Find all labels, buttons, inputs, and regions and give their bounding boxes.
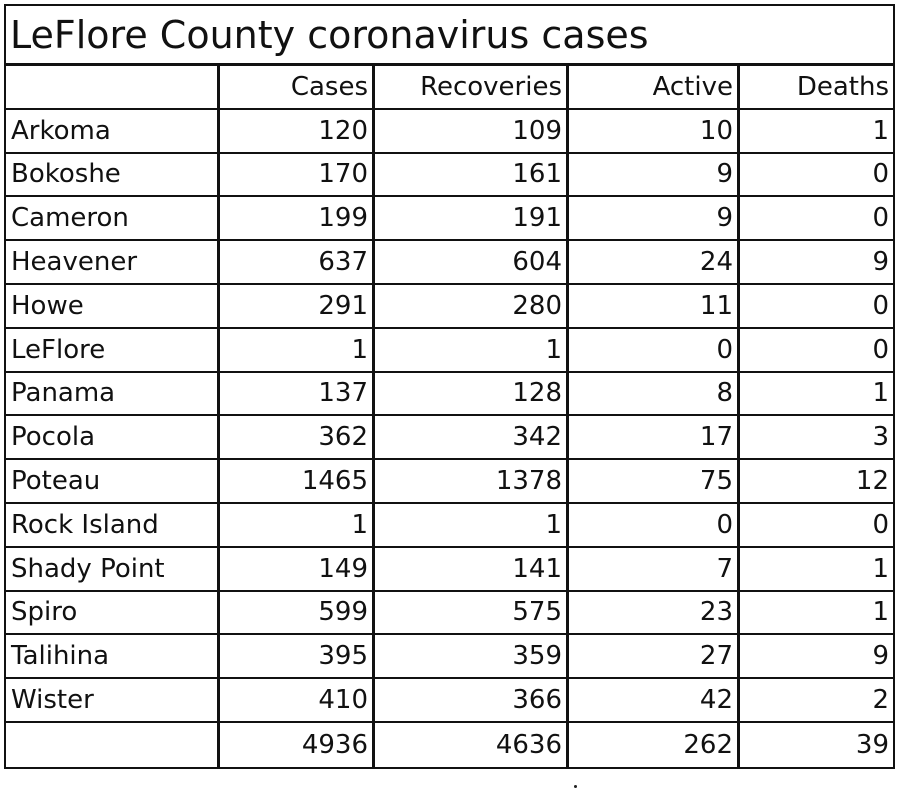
recoveries-value: 280 (372, 284, 566, 327)
cases-value: 1 (217, 503, 372, 546)
deaths-value: 0 (737, 328, 893, 371)
deaths-value: 0 (737, 503, 893, 546)
deaths-value: 12 (737, 460, 893, 502)
cases-value: 1 (217, 328, 372, 371)
town-name: Spiro (11, 597, 78, 628)
cases-value: 637 (217, 241, 372, 283)
deaths-value: 9 (737, 241, 893, 283)
deaths-value: 1 (737, 547, 893, 590)
header-cases: Cases (217, 66, 372, 108)
cases-table: LeFlore County coronavirus cases Cases R… (4, 4, 895, 769)
recoveries-value: 109 (372, 109, 566, 152)
header-deaths: Deaths (737, 66, 893, 108)
recoveries-value: 366 (372, 679, 566, 721)
cases-value: 120 (217, 109, 372, 152)
cases-value: 149 (217, 547, 372, 590)
table-row: LeFlore 1 1 0 0 (6, 328, 893, 373)
town-name: Wister (11, 685, 94, 716)
table-row: Cameron 199 191 9 0 (6, 197, 893, 242)
active-value: 42 (566, 679, 737, 721)
deaths-value: 2 (737, 679, 893, 721)
cases-value: 199 (217, 197, 372, 240)
town-name: Pocola (11, 422, 96, 453)
header-town (6, 66, 217, 108)
town-name: Arkoma (11, 115, 111, 146)
deaths-value: 9 (737, 635, 893, 678)
deaths-value: 1 (737, 372, 893, 415)
town-name: Heavener (11, 247, 138, 278)
cases-value: 170 (217, 153, 372, 196)
table-row: Spiro 599 575 23 1 (6, 591, 893, 636)
active-value: 75 (566, 460, 737, 502)
total-active: 262 (566, 722, 737, 767)
deaths-value: 1 (737, 591, 893, 634)
active-value: 17 (566, 416, 737, 459)
recoveries-value: 359 (372, 635, 566, 678)
recoveries-value: 141 (372, 547, 566, 590)
active-value: 10 (566, 109, 737, 152)
stray-dot (574, 785, 577, 788)
cases-value: 599 (217, 591, 372, 634)
town-name: Talihina (11, 641, 110, 672)
cases-value: 1465 (217, 460, 372, 502)
cases-value: 137 (217, 372, 372, 415)
recoveries-value: 161 (372, 153, 566, 196)
cases-value: 395 (217, 635, 372, 678)
cases-value: 362 (217, 416, 372, 459)
table-row: Rock Island 1 1 0 0 (6, 503, 893, 548)
active-value: 24 (566, 241, 737, 283)
town-name: Cameron (11, 203, 129, 234)
recoveries-value: 575 (372, 591, 566, 634)
recoveries-value: 604 (372, 241, 566, 283)
active-value: 9 (566, 197, 737, 240)
recoveries-value: 1 (372, 503, 566, 546)
table-row: Shady Point 149 141 7 1 (6, 547, 893, 592)
table-title: LeFlore County coronavirus cases (6, 6, 893, 66)
active-value: 7 (566, 547, 737, 590)
deaths-value: 3 (737, 416, 893, 459)
table-row: Pocola 362 342 17 3 (6, 416, 893, 461)
recoveries-value: 191 (372, 197, 566, 240)
active-value: 0 (566, 328, 737, 371)
header-active: Active (566, 66, 737, 108)
deaths-value: 0 (737, 284, 893, 327)
active-value: 8 (566, 372, 737, 415)
town-name: Rock Island (11, 509, 159, 540)
totals-row: 4936 4636 262 39 (6, 722, 893, 767)
table-row: Poteau 1465 1378 75 12 (6, 460, 893, 504)
recoveries-value: 128 (372, 372, 566, 415)
total-recoveries: 4636 (372, 722, 566, 767)
town-name: Panama (11, 378, 116, 409)
town-name: Shady Point (11, 553, 165, 584)
town-name: Howe (11, 290, 84, 321)
table-row: Heavener 637 604 24 9 (6, 241, 893, 285)
table-row: Wister 410 366 42 2 (6, 679, 893, 723)
total-deaths: 39 (737, 722, 893, 767)
totals-label (6, 723, 217, 767)
table-row: Howe 291 280 11 0 (6, 284, 893, 329)
total-cases: 4936 (217, 722, 372, 767)
active-value: 9 (566, 153, 737, 196)
active-value: 27 (566, 635, 737, 678)
town-name: Poteau (11, 466, 101, 497)
table-row: Talihina 395 359 27 9 (6, 635, 893, 680)
active-value: 23 (566, 591, 737, 634)
active-value: 11 (566, 284, 737, 327)
deaths-value: 0 (737, 153, 893, 196)
table-row: Bokoshe 170 161 9 0 (6, 153, 893, 198)
cases-value: 291 (217, 284, 372, 327)
active-value: 0 (566, 503, 737, 546)
header-row: Cases Recoveries Active Deaths (6, 66, 893, 110)
header-recoveries: Recoveries (372, 66, 566, 108)
recoveries-value: 1 (372, 328, 566, 371)
table-row: Arkoma 120 109 10 1 (6, 109, 893, 154)
deaths-value: 1 (737, 109, 893, 152)
town-name: LeFlore (11, 334, 106, 365)
cases-value: 410 (217, 679, 372, 721)
table-row: Panama 137 128 8 1 (6, 372, 893, 417)
recoveries-value: 342 (372, 416, 566, 459)
deaths-value: 0 (737, 197, 893, 240)
recoveries-value: 1378 (372, 460, 566, 502)
town-name: Bokoshe (11, 159, 121, 190)
